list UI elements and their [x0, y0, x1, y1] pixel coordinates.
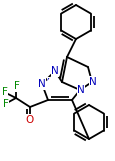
Text: N: N: [76, 85, 84, 95]
Text: N: N: [88, 77, 96, 87]
Text: N: N: [51, 66, 58, 76]
Text: F: F: [2, 87, 8, 97]
Text: F: F: [14, 81, 20, 91]
Text: F: F: [3, 99, 9, 109]
Text: ′: ′: [47, 76, 49, 90]
Text: N: N: [38, 79, 45, 89]
Text: O: O: [26, 115, 34, 125]
